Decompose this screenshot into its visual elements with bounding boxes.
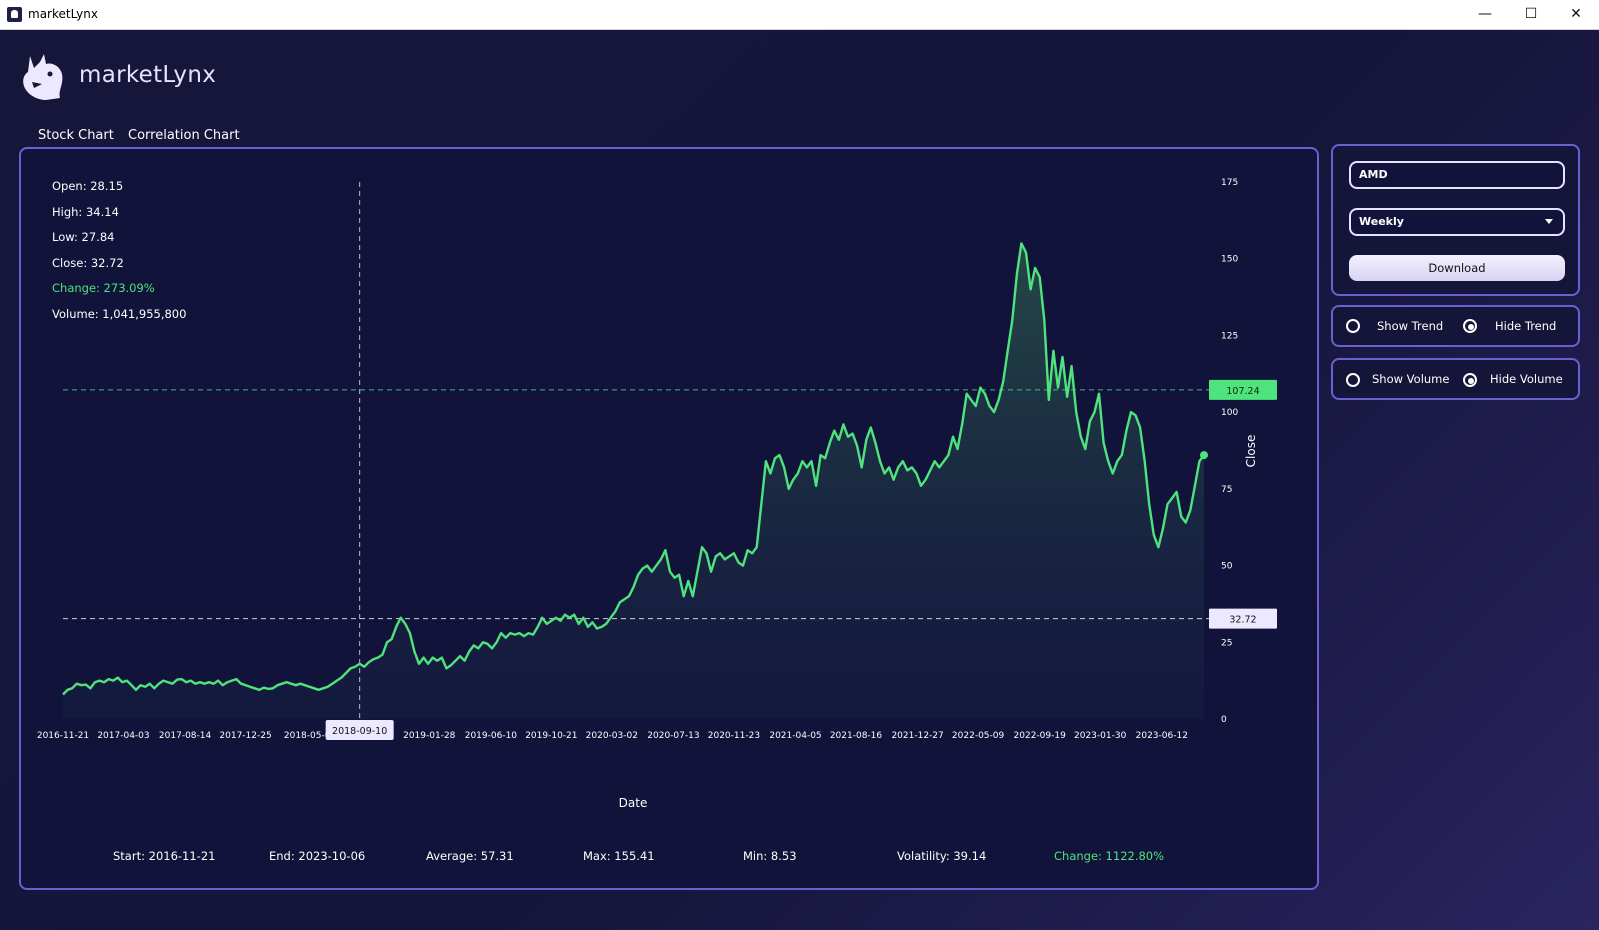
lynx-logo-icon [23,54,63,100]
hide-volume-radio[interactable] [1463,373,1477,387]
y-tick-label: 25 [1221,638,1232,648]
x-tick-label: 2018-05-0 [284,731,331,741]
ohlc-change: Change: 273.09% [52,281,155,295]
last-point-marker [1200,451,1208,460]
x-tick-label: 2020-03-02 [586,731,638,741]
show-trend-radio[interactable] [1346,319,1360,333]
ohlc-low: Low: 27.84 [52,230,115,244]
crosshair-date-tag [325,720,394,740]
hide-trend-label[interactable]: Hide Trend [1495,319,1557,333]
x-axis-label: Date [619,796,648,810]
app-brand: marketLynx [79,62,217,88]
ticker-input[interactable]: AMD [1349,161,1565,189]
stat-average: Average: 57.31 [426,849,514,863]
x-tick-label: 2022-09-19 [1014,731,1067,741]
controls-box: AMD Weekly Download [1331,144,1580,296]
y-tick-label: 75 [1221,485,1232,495]
x-tick-label: 2017-12-25 [219,731,271,741]
y-tick-label: 50 [1221,562,1233,572]
show-trend-label[interactable]: Show Trend [1377,319,1444,333]
minimize-button[interactable]: — [1478,6,1492,22]
chevron-down-icon [1545,219,1553,224]
crosshair-date: 2018-09-10 [332,726,387,737]
x-tick-label: 2017-04-03 [97,731,149,741]
tab-stock-chart[interactable]: Stock Chart [29,125,123,151]
x-tick-label: 2019-06-10 [465,731,518,741]
main-area: marketLynx Stock Chart Correlation Chart… [0,30,1599,930]
x-tick-label: 2017-08-14 [159,731,212,741]
trend-box: Show Trend Hide Trend [1331,305,1580,347]
stat-end: End: 2023-10-06 [269,849,366,863]
y-tick-label: 125 [1221,331,1238,341]
ohlc-volume: Volume: 1,041,955,800 [52,307,187,321]
hide-trend-radio[interactable] [1463,319,1477,333]
x-tick-label: 2019-10-21 [525,731,577,741]
show-volume-label[interactable]: Show Volume [1372,372,1450,386]
hide-volume-label[interactable]: Hide Volume [1490,372,1563,386]
stat-max: Max: 155.41 [583,849,655,863]
chart-panel: Open: 28.15 High: 34.14 Low: 27.84 Close… [19,147,1319,890]
x-tick-label: 2022-05-09 [952,731,1005,741]
window-titlebar: marketLynx — ☐ ✕ [0,0,1599,30]
x-tick-label: 2016-11-21 [37,731,89,741]
x-tick-label: 2019-01-28 [403,731,456,741]
x-tick-label: 2020-11-23 [708,731,760,741]
price-line [62,242,1205,696]
maximize-button[interactable]: ☐ [1524,6,1538,22]
crosshair-value: 32.72 [1229,615,1256,626]
y-axis-label: Close [1244,435,1258,468]
ohlc-high: High: 34.14 [52,205,119,219]
x-tick-label: 2023-06-12 [1136,731,1188,741]
x-tick-label: 2021-04-05 [769,731,821,741]
show-volume-radio[interactable] [1346,373,1360,387]
x-tick-label: 2020-07-13 [647,731,699,741]
y-tick-label: 175 [1221,178,1238,188]
stat-change: Change: 1122.80% [1054,849,1165,863]
volume-box: Show Volume Hide Volume [1331,358,1580,400]
ohlc-close: Close: 32.72 [52,256,124,270]
tab-correlation-chart[interactable]: Correlation Chart [128,128,240,143]
interval-value: Weekly [1359,215,1404,228]
window-title: marketLynx [28,7,98,21]
y-tick-label: 150 [1221,255,1238,265]
app-icon [7,7,22,22]
interval-select[interactable]: Weekly [1349,208,1565,236]
last-price-tag [1209,379,1277,400]
close-button[interactable]: ✕ [1570,6,1582,22]
y-tick-label: 0 [1221,715,1227,725]
chart-area-fill [63,243,1204,719]
stat-start: Start: 2016-11-21 [113,849,216,863]
stat-min: Min: 8.53 [743,849,797,863]
stat-volatility: Volatility: 39.14 [897,849,987,863]
stock-chart[interactable]: 0 25 50 75 100 125 150 175 2016-11-21 2017-04-03 2… [21,149,1317,888]
download-button[interactable]: Download [1349,255,1565,281]
ohlc-open: Open: 28.15 [52,179,124,193]
x-tick-label: 2023-01-30 [1074,731,1127,741]
x-tick-label: 2021-08-16 [830,731,883,741]
x-tick-label: 2021-12-27 [891,731,943,741]
last-price-value: 107.24 [1226,386,1259,397]
crosshair-value-tag [1209,608,1277,629]
y-tick-label: 100 [1221,408,1238,418]
